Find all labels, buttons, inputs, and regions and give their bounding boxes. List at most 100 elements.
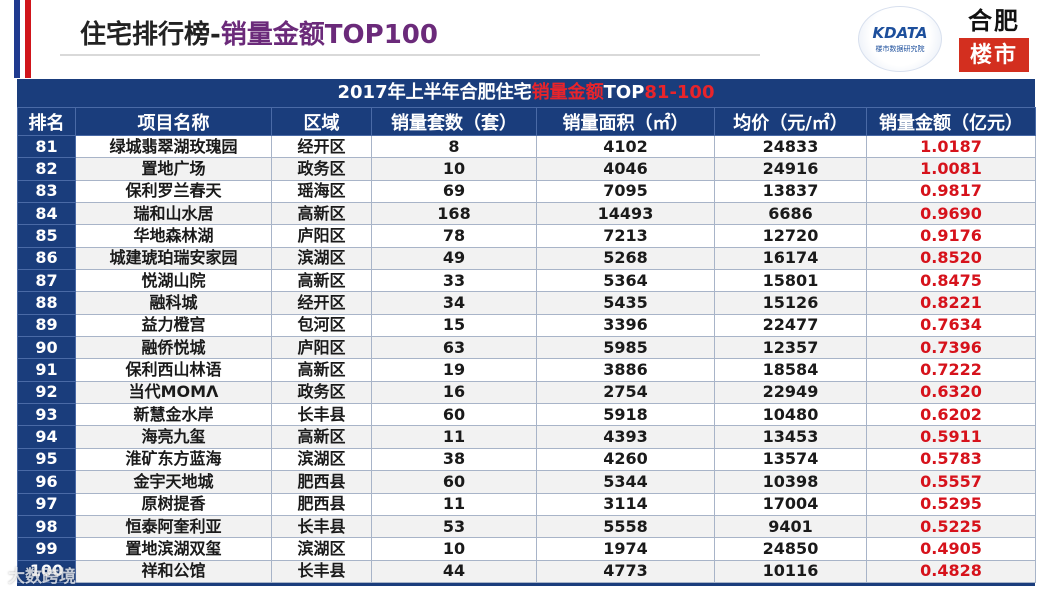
cell-area: 5918 bbox=[536, 403, 715, 427]
cell-area: 4773 bbox=[536, 559, 715, 583]
brand-logo-line1: 合肥 bbox=[968, 6, 1020, 35]
header-units: 销量套数（套） bbox=[371, 107, 537, 136]
cell-rank: 87 bbox=[17, 269, 76, 293]
cell-area: 7213 bbox=[536, 224, 715, 248]
table-row: 84 瑞和山水居 高新区 168 14493 6686 0.9690 bbox=[17, 202, 1036, 226]
cell-district: 高新区 bbox=[271, 269, 372, 293]
table-row: 83 保利罗兰春天 瑶海区 69 7095 13837 0.9817 bbox=[17, 179, 1036, 204]
cell-project: 置地滨湖双玺 bbox=[75, 537, 272, 561]
table-caption: 2017年上半年合肥住宅销量金额TOP81-100 bbox=[17, 79, 1035, 107]
header-area: 销量面积（㎡） bbox=[536, 107, 715, 136]
ranking-table: 排名 项目名称 区域 销量套数（套） 销量面积（㎡） 均价（元/㎡） 销量金额（… bbox=[17, 107, 1036, 583]
cell-price: 18584 bbox=[714, 358, 867, 382]
cell-district: 长丰县 bbox=[271, 403, 372, 427]
table-row: 82 置地广场 政务区 10 4046 24916 1.0081 bbox=[17, 157, 1036, 181]
cell-rank: 92 bbox=[17, 380, 76, 405]
cell-amount: 0.4905 bbox=[866, 537, 1036, 561]
cell-price: 16174 bbox=[714, 246, 867, 271]
cell-price: 24833 bbox=[714, 134, 867, 159]
table-row: 93 新慧金水岸 长丰县 60 5918 10480 0.6202 bbox=[17, 403, 1036, 427]
cell-units: 168 bbox=[371, 202, 537, 226]
cell-amount: 0.6320 bbox=[866, 380, 1036, 405]
header-amount: 销量金额（亿元） bbox=[866, 107, 1036, 136]
cell-project: 悦湖山院 bbox=[75, 269, 272, 293]
cell-project: 原树提香 bbox=[75, 492, 272, 516]
table-row: 88 融科城 经开区 34 5435 15126 0.8221 bbox=[17, 291, 1036, 315]
cell-price: 17004 bbox=[714, 492, 867, 516]
cell-district: 经开区 bbox=[271, 134, 372, 159]
table-row: 87 悦湖山院 高新区 33 5364 15801 0.8475 bbox=[17, 269, 1036, 293]
cell-area: 4102 bbox=[536, 134, 715, 159]
cell-units: 44 bbox=[371, 559, 537, 583]
cell-district: 滨湖区 bbox=[271, 246, 372, 271]
title-divider bbox=[60, 54, 760, 56]
cell-amount: 0.5225 bbox=[866, 514, 1036, 539]
data-logo-subtitle: 楼市数据研究院 bbox=[875, 45, 925, 53]
table-row: 98 恒泰阿奎利亚 长丰县 53 5558 9401 0.5225 bbox=[17, 514, 1036, 539]
cell-district: 高新区 bbox=[271, 358, 372, 382]
cell-amount: 0.5295 bbox=[866, 492, 1036, 516]
cell-district: 庐阳区 bbox=[271, 224, 372, 248]
cell-units: 53 bbox=[371, 514, 537, 539]
cell-amount: 0.8221 bbox=[866, 291, 1036, 315]
header-district: 区域 bbox=[271, 107, 372, 136]
cell-area: 7095 bbox=[536, 179, 715, 204]
cell-project: 绿城翡翠湖玫瑰园 bbox=[75, 134, 272, 159]
cell-district: 政务区 bbox=[271, 157, 372, 181]
cell-price: 6686 bbox=[714, 202, 867, 226]
table-row: 96 金宇天地城 肥西县 60 5344 10398 0.5557 bbox=[17, 470, 1036, 494]
cell-amount: 0.7396 bbox=[866, 336, 1036, 360]
cell-units: 10 bbox=[371, 157, 537, 181]
cell-units: 60 bbox=[371, 403, 537, 427]
cell-project: 新慧金水岸 bbox=[75, 403, 272, 427]
cell-project: 瑞和山水居 bbox=[75, 202, 272, 226]
decorative-flag-stripes bbox=[14, 0, 36, 78]
cell-amount: 0.7222 bbox=[866, 358, 1036, 382]
cell-rank: 82 bbox=[17, 157, 76, 181]
cell-units: 10 bbox=[371, 537, 537, 561]
cell-area: 3886 bbox=[536, 358, 715, 382]
cell-price: 12720 bbox=[714, 224, 867, 248]
cell-project: 融侨悦城 bbox=[75, 336, 272, 360]
table-row: 92 当代MOMΛ 政务区 16 2754 22949 0.6320 bbox=[17, 380, 1036, 405]
cell-project: 城建琥珀瑞安家园 bbox=[75, 246, 272, 271]
cell-amount: 0.7634 bbox=[866, 313, 1036, 338]
cell-district: 政务区 bbox=[271, 380, 372, 405]
cell-units: 16 bbox=[371, 380, 537, 405]
cell-area: 4393 bbox=[536, 425, 715, 449]
data-logo-mark: KDATA bbox=[872, 24, 928, 42]
cell-area: 1974 bbox=[536, 537, 715, 561]
cell-amount: 0.9817 bbox=[866, 179, 1036, 204]
cell-units: 63 bbox=[371, 336, 537, 360]
cell-price: 22477 bbox=[714, 313, 867, 338]
table-row: 97 原树提香 肥西县 11 3114 17004 0.5295 bbox=[17, 492, 1036, 516]
brand-logo: 合肥 楼市 bbox=[956, 6, 1032, 76]
cell-project: 益力橙宫 bbox=[75, 313, 272, 338]
cell-price: 12357 bbox=[714, 336, 867, 360]
cell-district: 包河区 bbox=[271, 313, 372, 338]
table-row: 94 海亮九玺 高新区 11 4393 13453 0.5911 bbox=[17, 425, 1036, 449]
table-row: 100 祥和公馆 长丰县 44 4773 10116 0.4828 bbox=[17, 559, 1036, 583]
cell-area: 5364 bbox=[536, 269, 715, 293]
cell-area: 2754 bbox=[536, 380, 715, 405]
cell-price: 22949 bbox=[714, 380, 867, 405]
cell-rank: 99 bbox=[17, 537, 76, 561]
cell-amount: 0.5783 bbox=[866, 447, 1036, 472]
cell-district: 庐阳区 bbox=[271, 336, 372, 360]
cell-amount: 1.0187 bbox=[866, 134, 1036, 159]
table-row: 91 保利西山林语 高新区 19 3886 18584 0.7222 bbox=[17, 358, 1036, 382]
cell-area: 5435 bbox=[536, 291, 715, 315]
ranking-table-container: 2017年上半年合肥住宅销量金额TOP81-100 排名 项目名称 区域 销量套… bbox=[17, 79, 1036, 586]
cell-amount: 0.4828 bbox=[866, 559, 1036, 583]
cell-district: 高新区 bbox=[271, 202, 372, 226]
cell-amount: 1.0081 bbox=[866, 157, 1036, 181]
cell-price: 13574 bbox=[714, 447, 867, 472]
cell-district: 长丰县 bbox=[271, 559, 372, 583]
cell-amount: 0.9690 bbox=[866, 202, 1036, 226]
cell-rank: 94 bbox=[17, 425, 76, 449]
cell-price: 13453 bbox=[714, 425, 867, 449]
cell-district: 肥西县 bbox=[271, 470, 372, 494]
cell-rank: 83 bbox=[17, 179, 76, 204]
cell-amount: 0.5911 bbox=[866, 425, 1036, 449]
cell-district: 滨湖区 bbox=[271, 537, 372, 561]
